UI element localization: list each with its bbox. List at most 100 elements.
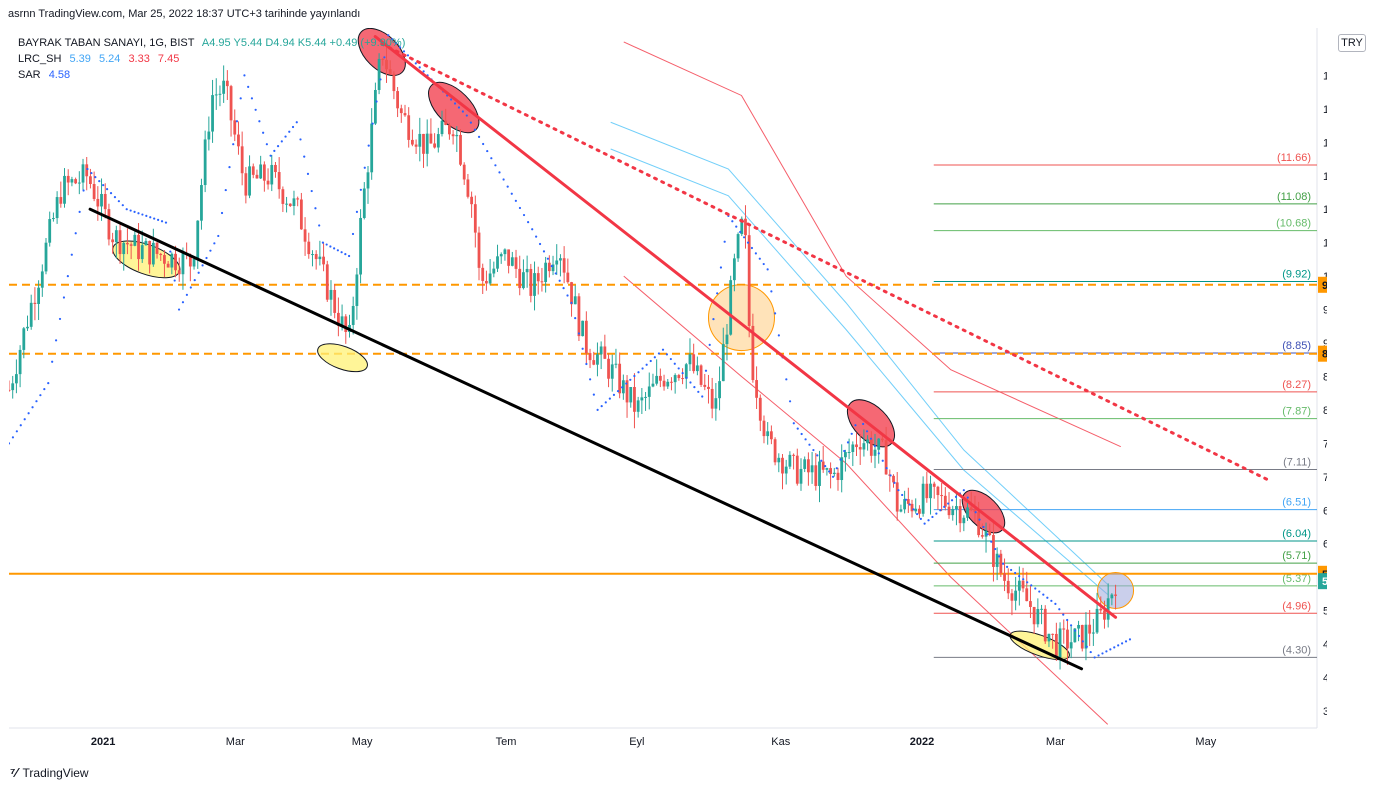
- candle-body: [818, 461, 821, 486]
- sar-dot: [766, 268, 769, 271]
- candle-body: [788, 454, 792, 467]
- price-chart[interactable]: 13.0012.5012.0011.5011.0010.5010.009.509…: [9, 28, 1327, 756]
- candle-body: [943, 495, 947, 507]
- sar-dot: [835, 467, 838, 470]
- sar-dot: [502, 178, 505, 181]
- sar-dot: [585, 362, 588, 366]
- sar-dot: [450, 98, 453, 101]
- x-tick-label: Kas: [771, 736, 790, 748]
- sar-dot: [570, 301, 573, 304]
- sar-dot: [831, 475, 835, 478]
- candle-body: [784, 466, 788, 474]
- sar-dot: [197, 271, 200, 274]
- fib-level-label: (10.68): [1276, 218, 1311, 230]
- sar-dot: [473, 128, 477, 131]
- sar-dot: [325, 243, 328, 246]
- candle-body: [1054, 633, 1058, 658]
- candle-body: [658, 375, 662, 381]
- sar-dot: [708, 343, 711, 347]
- currency-button[interactable]: TRY: [1338, 34, 1366, 52]
- candle-body: [44, 242, 48, 272]
- candle-body: [370, 123, 374, 173]
- sar-dot: [986, 533, 989, 536]
- price-tag-label: 8.84: [1322, 349, 1327, 361]
- candle-body: [262, 164, 266, 181]
- sar-dot: [998, 555, 1001, 558]
- candle-body: [140, 245, 144, 260]
- candle-body: [573, 296, 577, 305]
- candle-body: [77, 182, 81, 184]
- tradingview-logo-icon: ⁷⁄: [10, 765, 18, 780]
- candle-body: [862, 443, 866, 450]
- sar-dot: [1042, 593, 1045, 596]
- sar-dot: [800, 432, 803, 436]
- candle-body: [351, 305, 355, 325]
- candle-body: [769, 431, 773, 440]
- sar-dot: [792, 422, 795, 425]
- candle-body: [85, 164, 89, 177]
- candle-body: [455, 134, 459, 137]
- candle-body: [840, 457, 844, 481]
- candle-body: [166, 263, 170, 268]
- candle-body: [100, 193, 103, 207]
- candle-body: [710, 388, 714, 409]
- sar-dot: [9, 442, 11, 445]
- sar-dot: [217, 234, 220, 238]
- sar-dot: [704, 369, 708, 372]
- x-tick-label: 2021: [91, 736, 115, 748]
- legend-sar-value: 4.58: [48, 69, 71, 81]
- candle-body: [22, 328, 26, 350]
- candle-body: [359, 217, 362, 275]
- candle-body: [203, 139, 207, 186]
- candle-body: [470, 196, 474, 205]
- candle-body: [448, 124, 451, 135]
- candle-body: [766, 431, 770, 437]
- sar-dot: [873, 444, 876, 448]
- sar-dot: [336, 249, 339, 252]
- sar-dot: [173, 279, 176, 282]
- sar-dot: [990, 540, 993, 543]
- candle-body: [932, 483, 936, 487]
- candle-body: [899, 509, 903, 512]
- sar-dot: [86, 167, 89, 171]
- candle-body: [29, 302, 33, 327]
- candle-body: [499, 254, 503, 257]
- sar-dot: [1038, 590, 1041, 593]
- sar-dot: [950, 499, 954, 502]
- sar-dot: [1050, 599, 1053, 602]
- candle-body: [873, 449, 877, 456]
- candle-body: [570, 282, 573, 305]
- legend-ohlc: A4.95 Y5.44 D4.94 K5.44 +0.49 (+9.90%): [201, 37, 406, 49]
- sar-dot: [375, 100, 378, 103]
- candle-body: [103, 193, 107, 210]
- candle-body: [222, 80, 226, 94]
- sar-dot: [527, 221, 530, 224]
- candle-body: [729, 280, 733, 335]
- candle-body: [684, 364, 688, 379]
- candle-body: [718, 381, 721, 399]
- sar-dot: [589, 378, 592, 381]
- candle-body: [851, 444, 855, 452]
- sar-dot: [608, 397, 611, 400]
- sar-dot: [693, 386, 696, 389]
- legend-lrc-name: LRC_SH: [18, 53, 62, 65]
- sar-dot: [939, 509, 942, 512]
- sar-dot: [889, 474, 892, 477]
- sar-dot: [762, 262, 765, 266]
- sar-dot: [1022, 578, 1025, 581]
- candle-body: [325, 264, 329, 300]
- sar-dot: [681, 372, 684, 375]
- sar-dot: [954, 495, 958, 498]
- y-tick-label: 10.50: [1323, 238, 1327, 250]
- sar-dot: [494, 164, 497, 167]
- candle-body: [225, 80, 229, 87]
- candle-body: [921, 483, 925, 514]
- sar-dot: [402, 50, 406, 53]
- candle-body: [662, 380, 666, 387]
- sar-dot: [788, 400, 792, 403]
- sar-dot: [735, 225, 738, 228]
- sar-dot: [522, 213, 526, 217]
- sar-dot: [719, 266, 723, 269]
- fib-level-label: (4.96): [1282, 600, 1311, 612]
- candle-body: [736, 234, 740, 259]
